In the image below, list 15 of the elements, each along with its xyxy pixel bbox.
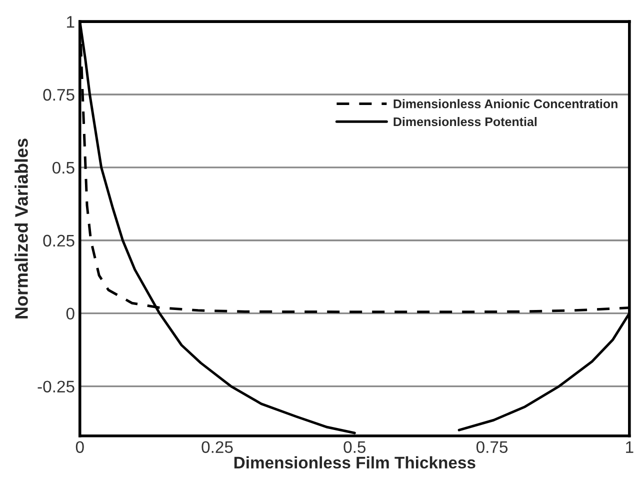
legend-label: Dimensionless Potential — [394, 117, 537, 126]
x-axis-title: Dimensionless Film Thickness — [234, 456, 476, 469]
x-tick-label: 0 — [76, 441, 84, 453]
x-tick-label: 0.75 — [476, 441, 508, 453]
x-tick-label: 0.25 — [202, 441, 233, 453]
y-tick-label: 0 — [66, 308, 74, 320]
legend-label: Dimensionless Anionic Concentration — [394, 99, 618, 108]
x-tick-label: 1 — [626, 441, 634, 453]
y-tick-label: -0.25 — [38, 380, 74, 392]
y-tick-label: 0.5 — [52, 162, 74, 174]
x-tick-label: 0.5 — [344, 441, 366, 453]
y-axis-title: Normalized Variables — [14, 138, 28, 318]
y-tick-label: 1 — [67, 16, 74, 28]
y-tick-label: 0.75 — [43, 88, 74, 101]
y-tick-label: 0.25 — [43, 234, 74, 247]
